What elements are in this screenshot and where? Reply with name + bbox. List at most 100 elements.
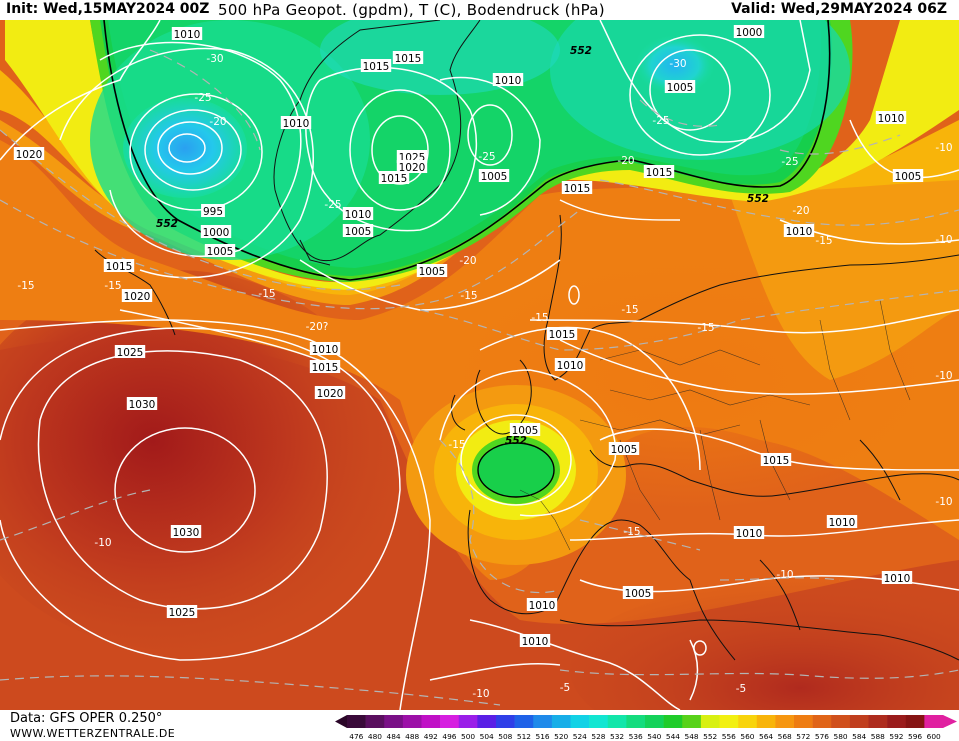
isobar-label-bg [826,515,858,528]
map-title: 500 hPa Geopot. (gpdm), T (C), Bodendruc… [218,1,605,19]
geopotential-value: 552 [505,435,527,447]
isobar-value: 1030 [129,399,156,411]
forecast-map: 552 552 552 552 -30 -25 -20 -30 -25 -25 -20 -25 -25… [0,20,959,710]
color-scale-box [607,715,627,728]
isobar-label: 1010 [881,571,913,585]
color-scale-box [682,715,702,728]
color-scale-box [905,715,925,728]
isobar-label-bg [733,526,765,539]
isobar-value: 1000 [203,227,230,239]
temperature-value: -15 [460,290,477,302]
temperature-value: -10 [776,569,793,581]
temperature-value: -15 [104,280,121,292]
temperature-lines [0,49,959,706]
isobar-value: 1010 [312,344,339,356]
geopotential-value: 552 [156,218,178,230]
temperature-value: -25 [478,151,495,163]
isobar-label-bg [396,150,428,163]
temperature-value: -20 [617,155,634,167]
isobar-label-bg [519,634,551,647]
isobar-label-bg [314,386,346,399]
isobar-value: 1015 [381,173,408,185]
isobar-value: 1020 [16,149,43,161]
isobar-label-bg [881,571,913,584]
temperature-value: -15 [815,235,832,247]
isobar-lines [0,20,959,710]
isobar-label: 1005 [664,80,696,94]
isobar-value: 1020 [124,291,151,303]
isobar-value: 1015 [763,455,790,467]
color-scale-tick: 484 [387,732,401,741]
map-header: Init: Wed,15MAY2024 00Z 500 hPa Geopot. … [0,0,959,20]
isobar-label-bg [733,25,765,38]
temperature-value: -20 [209,116,226,128]
isobar-label: 1010 [342,207,374,221]
isobar-label-bg [664,80,696,93]
isobar-label-bg [783,224,815,237]
isobar-label-bg [760,453,792,466]
isobar-value: 1010 [736,528,763,540]
color-scale-tick: 516 [536,732,550,741]
color-scale-box [645,715,664,728]
color-scale-tick: 560 [740,732,754,741]
color-scale-arrow-left [335,715,347,728]
isobar-label-bg [121,289,153,302]
isobar-value: 1005 [345,226,372,238]
isobar-value: 1010 [345,209,372,221]
isobar-value: 1005 [895,171,922,183]
isobar-label: 1015 [378,171,410,185]
website-link: WWW.WETTERZENTRALE.DE [10,727,176,740]
isobar-value: 1005 [512,425,539,437]
color-scale-tick: 508 [498,732,512,741]
isobar-label: 1015 [561,181,593,195]
isobar-label-bg [13,147,45,160]
color-scale-arrow-right [943,715,957,728]
color-scale-box [868,715,888,728]
field-biscay-core [477,442,555,498]
isobar-label: 1030 [126,397,158,411]
geopotential-value: 552 [570,45,592,57]
isobar-labels: 1010 1015 1015 1010 1000 1005 1010 1025 1020 1015… [13,25,924,648]
temperature-value: -10 [935,370,952,382]
color-scale-tick: 528 [591,732,605,741]
isobar-label-bg [126,397,158,410]
isobar-label: 1010 [826,515,858,529]
isobar-label: 1010 [309,342,341,356]
temperature-value: -30 [206,53,223,65]
isobar-label: 1005 [416,264,448,278]
isobar-value: 1015 [549,329,576,341]
color-scale-box [496,715,515,728]
color-scale-tick: 492 [424,732,438,741]
temperature-value: -10 [94,537,111,549]
isobar-label: 1005 [622,586,654,600]
isobar-label-bg [378,171,410,184]
color-scale-box [570,715,590,728]
isobar-label-bg [342,224,374,237]
isobar-label: 1005 [342,224,374,238]
color-scale-box [626,715,646,728]
isobar-label: 1025 [166,605,198,619]
isobar-label-bg [114,345,146,358]
temperature-value: -10 [935,496,952,508]
temperature-value: -5 [736,683,746,695]
temperature-value: -15 [623,526,640,538]
isobar-label-bg [875,111,907,124]
isobar-label: 1010 [526,598,558,612]
color-scale-box [477,715,497,728]
isobar-label: 1010 [783,224,815,238]
temperature-value: -10 [935,142,952,154]
isobar-label-bg [204,244,236,257]
color-scale-box [831,715,851,728]
color-scale-tick: 480 [368,732,382,741]
color-scale-tick: 520 [554,732,568,741]
valid-time: Valid: Wed,29MAY2024 06Z [731,1,947,17]
isobar-label-bg [396,160,428,173]
temperature-value: -15 [697,322,714,334]
isobar-label-bg [643,165,675,178]
isobar-label-bg [554,358,586,371]
isobar-value: 1005 [611,444,638,456]
geopotential-labels: 552 552 552 552 [156,45,769,447]
isobar-label: 1000 [733,25,765,39]
isobar-value: 1010 [283,118,310,130]
isobar-value: 1005 [667,82,694,94]
